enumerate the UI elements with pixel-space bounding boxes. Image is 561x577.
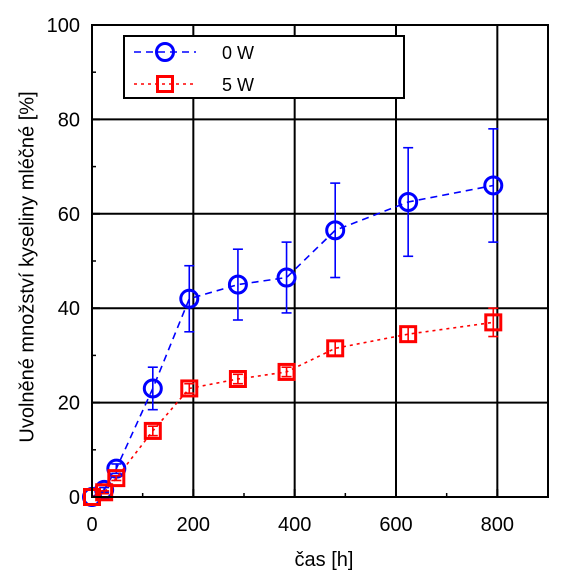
legend-entry: 5 W xyxy=(134,75,254,95)
x-tick-label: 400 xyxy=(278,514,311,536)
data-point-square-marker xyxy=(107,469,126,488)
data-point-circle-marker xyxy=(276,267,297,288)
legend-entry: 0 W xyxy=(134,42,254,63)
x-tick-label: 800 xyxy=(481,514,514,536)
series-1 xyxy=(83,307,503,506)
legend: 0 W 5 W xyxy=(123,35,405,99)
data-point-circle-marker xyxy=(179,288,200,309)
legend-square-marker xyxy=(156,75,174,93)
y-tick-label: 100 xyxy=(47,15,80,37)
x-tick-label: 0 xyxy=(86,514,97,536)
series-line xyxy=(91,184,494,498)
data-point-square-marker xyxy=(326,339,345,358)
data-point-square-marker xyxy=(95,483,114,502)
axis-ticks: 0 200 400 600 800 0 20 40 60 80 100 xyxy=(47,15,514,536)
data-point-circle-marker xyxy=(398,192,419,212)
y-tick-label: 60 xyxy=(58,204,80,226)
data-point-square-marker xyxy=(399,325,418,344)
legend-entries: 0 W 5 W xyxy=(134,42,254,95)
legend-box xyxy=(123,35,405,99)
y-tick-label: 80 xyxy=(58,109,80,131)
y-tick-label: 0 xyxy=(69,487,80,509)
y-axis-title: Uvolněné množství kyseliny mléčné [%] xyxy=(16,91,38,442)
legend-circle-marker xyxy=(155,42,175,62)
data-point-circle-marker xyxy=(483,175,504,196)
data-point-square-marker xyxy=(180,379,199,398)
x-axis-title: čas [h] xyxy=(295,549,354,571)
y-tick-label: 20 xyxy=(58,393,80,415)
series-layer xyxy=(82,128,504,507)
grid-lines xyxy=(92,25,548,497)
data-point-square-marker xyxy=(277,362,296,381)
data-point-circle-marker xyxy=(227,274,248,295)
data-point-circle-marker xyxy=(142,378,163,399)
data-point-square-marker xyxy=(484,313,503,332)
data-point-square-marker xyxy=(143,421,162,440)
x-tick-label: 600 xyxy=(379,514,412,536)
series-0 xyxy=(82,128,504,507)
x-tick-label: 200 xyxy=(177,514,210,536)
y-tick-label: 40 xyxy=(58,298,80,320)
data-point-square-marker xyxy=(228,370,247,388)
data-point-circle-marker xyxy=(325,220,346,241)
legend-label: 5 W xyxy=(222,75,254,95)
legend-label: 0 W xyxy=(222,43,254,63)
